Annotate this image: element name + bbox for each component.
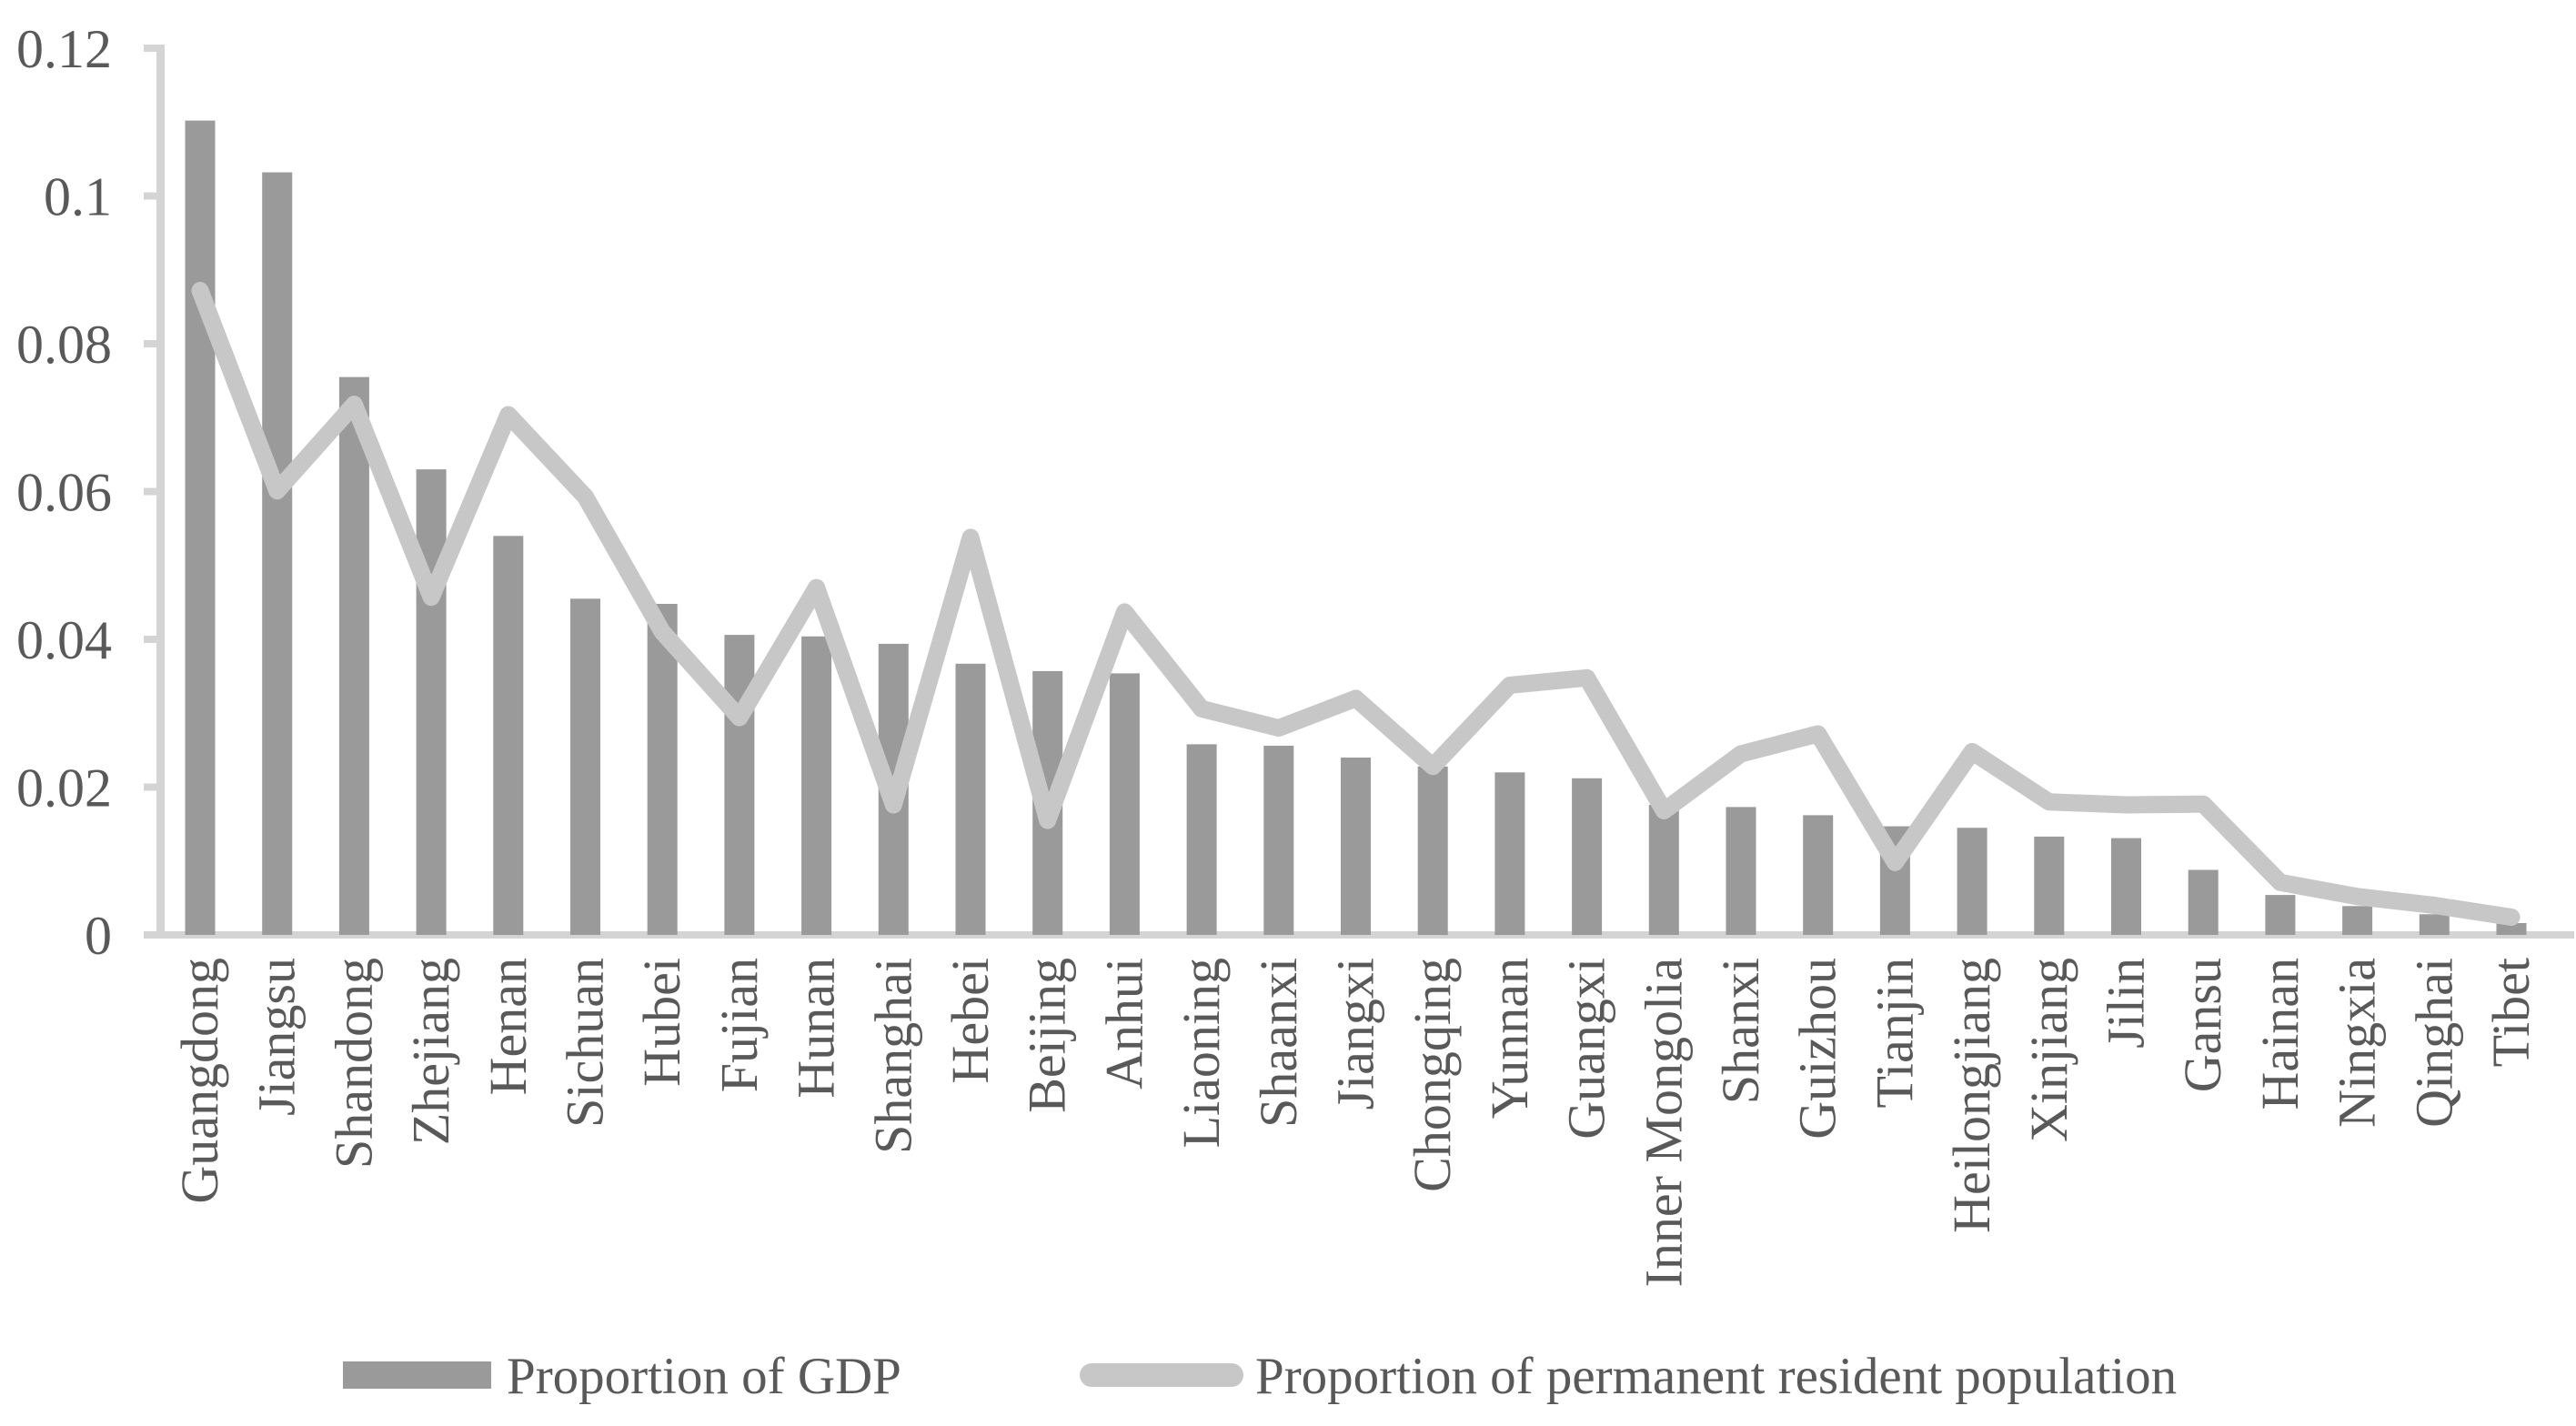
y-axis: 0 0.02 0.04 0.06 0.08 0.1 0.12 [16,19,2574,966]
gdp-bar [1957,828,1987,935]
gdp-bar [1109,673,1140,935]
x-axis-label: Hebei [941,958,1000,1084]
gdp-bar [1417,766,1448,936]
x-axis-label: Liaoning [1172,958,1231,1148]
population-line [191,282,2521,926]
y-tick-label: 0.12 [16,19,112,79]
x-axis-label: Shanghai [863,958,922,1154]
gdp-bar [801,636,832,936]
gdp-bar [1572,778,1603,936]
gdp-bar [1494,772,1525,936]
gdp-bars [185,120,2527,936]
x-axis-label: Hunan [787,958,846,1099]
gdp-bar [2419,914,2450,936]
legend-gdp-label: Proportion of GDP [507,1348,901,1405]
gdp-bar [570,598,600,935]
x-axis-label: Hainan [2250,958,2309,1110]
x-axis-label: Jilin [2097,958,2156,1049]
x-axis-label: Ningxia [2328,958,2387,1128]
gdp-bar [2265,895,2296,935]
x-axis-label: Fujian [709,958,769,1092]
gdp-bar [724,635,755,935]
x-axis-label: Chongqing [1403,958,1462,1192]
gdp-bar [493,536,524,936]
legend-population-label: Proportion of permanent resident populat… [1255,1348,2177,1405]
gdp-bar [185,120,216,936]
gdp-bar [2188,869,2219,935]
x-axis-label: Yunnan [1480,958,1539,1119]
x-axis-label: Xinjiang [2019,958,2078,1142]
y-tick-label: 0.02 [16,758,112,818]
gdp-bar [1803,815,1834,935]
x-axis-label: Gansu [2173,958,2232,1092]
gdp-bar [262,172,293,935]
x-axis-labels: Guangdong Jiangsu Shandong Zhejiang Henan Sic… [170,958,2541,1287]
legend-gdp-swatch [343,1361,491,1389]
gdp-bar [1263,746,1294,935]
x-axis-label: Qinghai [2404,958,2463,1128]
gdp-bar [2111,838,2141,935]
y-tick-label: 0.06 [16,463,112,523]
gdp-bar [416,469,447,935]
x-axis-label: Tianjin [1865,958,1924,1108]
x-axis-label: Henan [478,958,538,1095]
y-tick-label: 0.08 [16,315,112,375]
x-axis-label: Guizhou [1788,958,1847,1140]
x-axis-label: Tibet [2481,958,2541,1067]
x-axis-label: Shaanxi [1249,958,1308,1128]
gdp-bar [647,604,678,935]
x-axis-label: Zhejiang [401,958,460,1145]
x-axis-label: Shanxi [1711,958,1770,1104]
x-axis-label: Sichuan [556,958,615,1128]
x-axis-label: Guangdong [170,958,229,1204]
y-tick-label: 0.1 [44,167,112,227]
gdp-bar [1341,758,1371,935]
gdp-bar [1186,744,1217,935]
gdp-bar [955,663,986,935]
x-axis-label: Guangxi [1557,958,1616,1140]
legend: Proportion of GDP Proportion of permanen… [343,1348,2177,1405]
x-axis-label: Beijing [1018,958,1077,1113]
y-tick-label: 0.04 [16,610,112,670]
gdp-bar [2034,836,2065,935]
x-axis-label: Shandong [324,958,383,1169]
x-axis-label: Hubei [632,958,691,1087]
x-axis-label: Heilongjiang [1942,958,2001,1233]
gdp-bar [2342,906,2373,935]
x-axis-label: Jiangsu [247,958,307,1116]
gdp-bar [2496,923,2527,935]
gdp-bar [1648,805,1679,935]
x-axis-label: Anhui [1094,958,1153,1090]
gdp-bar [1726,807,1756,935]
x-axis-label: Jiangxi [1326,958,1385,1110]
gdp-bar [338,377,369,936]
y-tick-label: 0 [85,906,112,966]
x-axis-label: Inner Mongolia [1634,958,1693,1287]
